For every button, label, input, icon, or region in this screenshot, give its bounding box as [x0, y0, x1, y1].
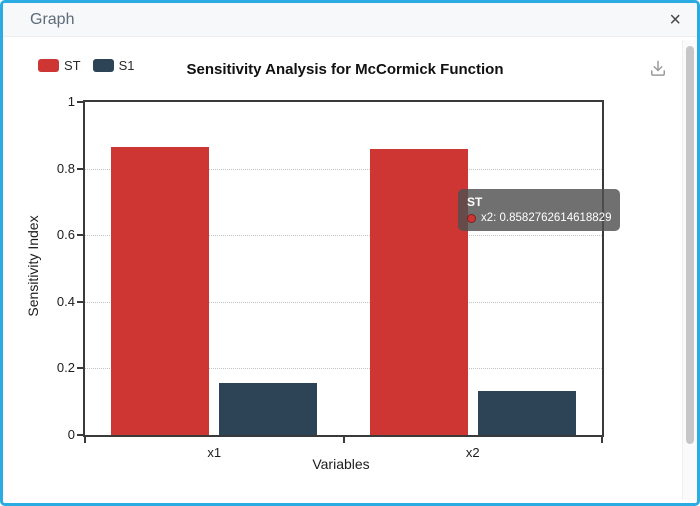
chart-title: Sensitivity Analysis for McCormick Funct… — [186, 61, 504, 78]
bar-st-x1[interactable] — [111, 146, 210, 435]
gridline — [85, 235, 602, 237]
bar-s1-x2[interactable] — [477, 391, 576, 435]
legend: ST S1 — [38, 58, 135, 73]
bar-s1-x1[interactable] — [219, 382, 318, 435]
y-axis-tick — [77, 367, 83, 370]
x-axis-tick — [342, 437, 345, 443]
legend-swatch-icon — [92, 59, 114, 72]
bar-st-x2[interactable] — [369, 149, 468, 435]
download-button[interactable] — [645, 56, 671, 82]
x-tick-label-x2: x2 — [465, 445, 480, 460]
y-tick-label: 0.4 — [56, 293, 75, 309]
chart-area: ST S1 Sensitivity Analysis for McCormick … — [3, 3, 697, 503]
download-icon — [651, 60, 665, 76]
gridline — [85, 368, 602, 370]
y-axis-tick — [77, 167, 83, 170]
close-icon: × — [669, 8, 681, 31]
gridline — [85, 168, 602, 170]
y-axis-tick — [77, 300, 83, 303]
y-tick-label: 0.2 — [56, 360, 75, 376]
tooltip-marker-icon — [467, 213, 476, 223]
legend-item-s1[interactable]: S1 — [92, 58, 135, 73]
legend-swatch-icon — [38, 59, 59, 72]
y-tick-label: 0 — [67, 427, 75, 442]
x-axis-tick — [601, 437, 603, 443]
plot-area: 0 0.2 0.4 0.6 0.8 1 x1 x2 — [57, 94, 604, 460]
modal-header: Graph × — [3, 3, 697, 37]
legend-item-st[interactable]: ST — [38, 58, 81, 73]
legend-label: S1 — [118, 58, 135, 73]
y-axis-tick — [77, 234, 83, 237]
y-tick-label: 0.6 — [56, 227, 75, 243]
tooltip-series-label: ST — [467, 195, 483, 209]
close-button[interactable]: × — [669, 10, 681, 30]
y-tick-label: 0.8 — [56, 160, 75, 176]
x-tick-label-x1: x1 — [207, 445, 222, 460]
page-title: Graph — [30, 10, 75, 28]
legend-label: ST — [64, 58, 81, 73]
gridline — [85, 301, 602, 303]
scrollbar-thumb[interactable] — [686, 46, 694, 444]
y-axis-tick — [77, 101, 83, 103]
tooltip-value: x2: 0.8582762614618829 — [481, 212, 612, 224]
y-axis-tick — [77, 434, 83, 436]
scrollbar-track[interactable] — [682, 40, 697, 500]
y-tick-label: 1 — [67, 94, 75, 109]
x-axis-title: Variables — [312, 456, 370, 472]
tooltip: ST x2: 0.8582762614618829 — [458, 189, 621, 231]
x-axis-tick — [84, 437, 86, 443]
